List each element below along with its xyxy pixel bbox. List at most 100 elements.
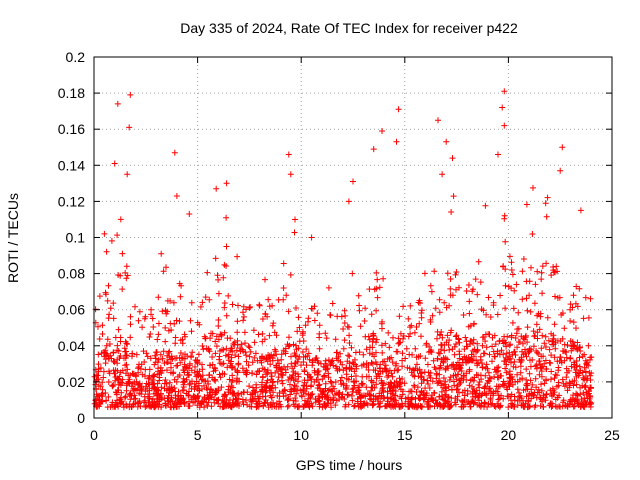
data-point xyxy=(306,356,313,363)
data-point xyxy=(145,402,152,409)
data-point xyxy=(510,305,517,312)
data-point xyxy=(537,403,544,409)
data-point xyxy=(452,271,459,278)
data-point xyxy=(503,350,510,357)
data-point xyxy=(453,332,460,339)
data-point xyxy=(147,355,154,362)
data-point xyxy=(370,392,377,399)
data-point xyxy=(289,374,295,381)
data-point xyxy=(476,397,482,404)
data-point xyxy=(130,396,137,403)
data-point xyxy=(234,337,241,344)
data-point xyxy=(284,363,291,370)
data-point xyxy=(245,343,252,350)
data-point xyxy=(506,383,513,390)
data-point xyxy=(250,395,257,402)
data-point xyxy=(411,329,418,336)
data-point xyxy=(300,359,307,365)
data-point xyxy=(128,404,135,410)
data-point xyxy=(526,370,533,377)
data-point xyxy=(182,363,188,370)
data-point xyxy=(470,336,477,343)
data-point xyxy=(246,304,253,311)
x-axis-ticks: 0 5 10 15 20 25 xyxy=(90,57,620,443)
data-point xyxy=(487,385,493,392)
data-point xyxy=(272,384,279,391)
data-point xyxy=(205,399,212,406)
data-point xyxy=(587,385,594,392)
data-point xyxy=(552,293,558,300)
data-point xyxy=(523,278,530,285)
data-point xyxy=(264,377,271,384)
data-point xyxy=(379,325,385,332)
data-point xyxy=(108,237,115,244)
data-point xyxy=(316,345,323,352)
data-point xyxy=(171,376,178,383)
data-point xyxy=(508,334,515,341)
data-point xyxy=(346,353,353,360)
data-point xyxy=(354,398,361,405)
peak-point xyxy=(499,104,506,111)
data-point xyxy=(162,338,169,345)
data-point xyxy=(550,336,557,343)
data-point xyxy=(343,382,350,389)
data-point xyxy=(396,313,403,320)
data-point xyxy=(534,335,541,342)
data-point xyxy=(142,313,149,320)
data-point xyxy=(268,369,275,376)
data-point xyxy=(219,397,226,404)
data-point xyxy=(99,393,106,400)
data-point xyxy=(351,403,357,410)
data-point xyxy=(121,345,128,352)
data-point xyxy=(485,331,492,338)
data-point xyxy=(106,368,112,375)
data-point xyxy=(441,402,448,409)
data-point xyxy=(574,397,581,404)
data-point xyxy=(442,385,449,392)
data-point xyxy=(319,376,326,383)
data-point xyxy=(478,306,485,313)
data-point xyxy=(157,364,164,371)
data-point xyxy=(390,334,396,341)
data-point xyxy=(251,339,258,346)
data-point xyxy=(229,384,236,391)
data-point xyxy=(427,316,434,323)
data-point xyxy=(325,284,332,291)
data-point xyxy=(586,369,593,376)
data-point xyxy=(342,386,349,393)
data-point xyxy=(509,319,516,326)
data-point xyxy=(166,389,173,396)
data-point xyxy=(123,340,130,347)
data-point xyxy=(511,397,518,404)
data-point xyxy=(574,339,581,346)
data-point xyxy=(380,380,387,387)
data-point xyxy=(466,310,473,317)
peak-point xyxy=(186,211,193,217)
data-point xyxy=(509,271,516,278)
data-point xyxy=(167,369,174,376)
data-point xyxy=(455,335,462,342)
data-point xyxy=(477,353,484,360)
data-point xyxy=(177,359,184,366)
data-point xyxy=(325,397,332,404)
data-point xyxy=(482,383,489,390)
data-point xyxy=(479,334,486,341)
data-point xyxy=(114,347,121,354)
data-point xyxy=(206,371,213,378)
data-point xyxy=(378,342,385,349)
data-point xyxy=(127,391,133,398)
data-point xyxy=(276,389,283,396)
data-point xyxy=(380,275,387,282)
data-point xyxy=(476,379,483,385)
data-point xyxy=(585,342,592,349)
data-point xyxy=(579,382,586,389)
data-point xyxy=(123,263,130,270)
data-point xyxy=(492,353,498,360)
data-point xyxy=(438,346,444,353)
data-point xyxy=(299,349,306,355)
data-point xyxy=(278,351,285,358)
data-point xyxy=(493,383,500,390)
data-point xyxy=(436,365,443,372)
data-point xyxy=(215,387,222,394)
data-point xyxy=(405,315,412,322)
